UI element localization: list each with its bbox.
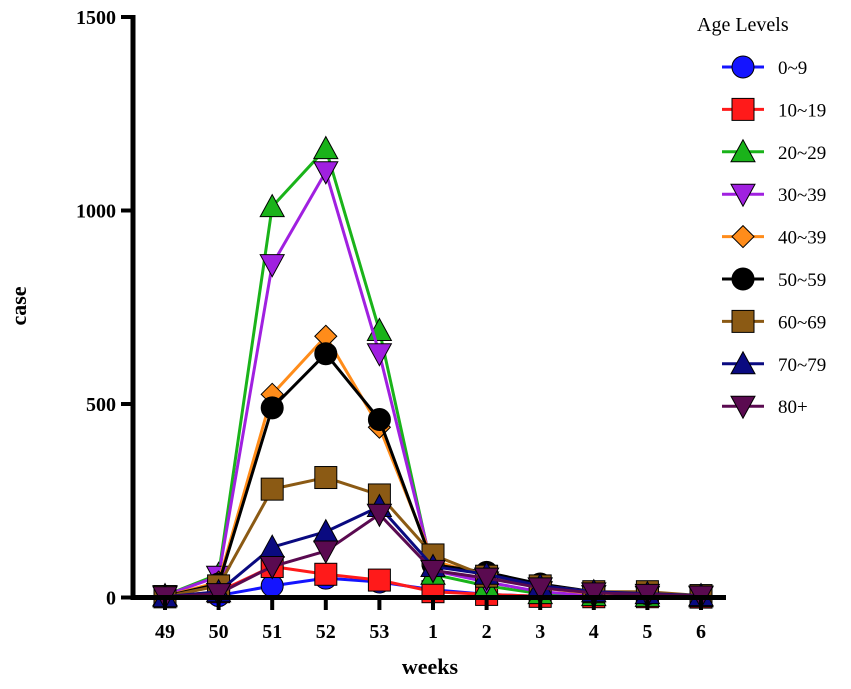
data-point	[527, 577, 554, 601]
legend-item: 0~9	[722, 55, 807, 79]
x-tick-label: 49	[155, 621, 175, 643]
legend-marker	[731, 309, 755, 333]
legend-label: 10~19	[778, 100, 826, 121]
data-point	[314, 342, 338, 366]
legend-label: 30~39	[778, 185, 826, 206]
legend: Age Levels 0~9 10~19 20~29 30~39 40~39 50~59 6…	[697, 14, 826, 420]
y-tick-label: 1500	[76, 7, 116, 29]
x-tick-label: 2	[482, 621, 492, 643]
legend-item: 60~69	[722, 309, 826, 333]
x-tick-label: 4	[589, 621, 599, 643]
axes	[130, 15, 726, 600]
x-axis-ticks: 49 50 51 52 53 1 2 3 4 5 6	[155, 597, 706, 643]
series-20~29	[152, 135, 714, 608]
legend-item: 10~19	[722, 97, 826, 121]
legend-label: 40~39	[778, 228, 826, 249]
legend-item: 40~39	[722, 224, 826, 249]
x-tick-label: 51	[262, 621, 282, 643]
y-tick-label: 0	[106, 588, 116, 610]
x-tick-label: 52	[316, 621, 336, 643]
x-tick-label: 53	[369, 621, 389, 643]
y-tick-label: 1000	[76, 201, 116, 223]
legend-items: 0~9 10~19 20~29 30~39 40~39 50~59 60~69 70~79 80…	[722, 55, 826, 420]
x-tick-label: 6	[696, 621, 706, 643]
x-axis-title: weeks	[402, 654, 459, 679]
legend-marker	[730, 183, 756, 208]
legend-marker	[730, 350, 756, 375]
legend-item: 80+	[722, 395, 808, 420]
data-point	[260, 477, 284, 501]
legend-marker	[731, 267, 755, 291]
legend-label: 60~69	[778, 312, 826, 333]
legend-item: 50~59	[722, 267, 826, 291]
x-tick-label: 50	[209, 621, 229, 643]
legend-marker	[730, 395, 756, 420]
y-axis-ticks: 0 500 1000 1500	[76, 7, 133, 610]
data-point	[580, 582, 607, 606]
legend-item: 20~29	[722, 138, 826, 164]
data-point	[259, 254, 286, 278]
legend-marker	[731, 224, 755, 249]
series-line	[164, 147, 702, 599]
data-point	[312, 540, 339, 565]
data-point	[473, 567, 500, 592]
data-point	[367, 568, 391, 592]
data-point	[312, 518, 339, 543]
data-point	[205, 583, 232, 607]
data-point	[366, 343, 393, 367]
y-tick-label: 500	[86, 394, 116, 416]
y-axis-title: case	[6, 286, 31, 325]
legend-marker	[731, 97, 755, 121]
data-point	[366, 503, 393, 528]
legend-label: 70~79	[778, 355, 826, 376]
data-point	[312, 135, 339, 160]
x-tick-label: 3	[535, 621, 545, 643]
data-point	[259, 193, 286, 218]
data-point	[314, 466, 338, 490]
legend-marker	[731, 55, 755, 79]
legend-label: 50~59	[778, 270, 826, 291]
data-point	[312, 161, 339, 185]
legend-title: Age Levels	[697, 14, 789, 36]
data-point	[314, 562, 338, 586]
data-point	[367, 407, 391, 431]
x-tick-label: 1	[428, 621, 438, 643]
series-30~39	[152, 161, 714, 610]
legend-label: 20~29	[778, 143, 826, 164]
data-point	[260, 396, 284, 420]
legend-marker	[730, 138, 756, 163]
legend-item: 30~39	[722, 183, 826, 208]
plot-area	[152, 135, 714, 610]
x-tick-label: 5	[642, 621, 652, 643]
data-point	[420, 559, 446, 584]
legend-item: 70~79	[722, 350, 826, 376]
legend-label: 0~9	[778, 58, 807, 79]
legend-label: 80+	[778, 397, 808, 418]
data-point	[259, 556, 286, 580]
